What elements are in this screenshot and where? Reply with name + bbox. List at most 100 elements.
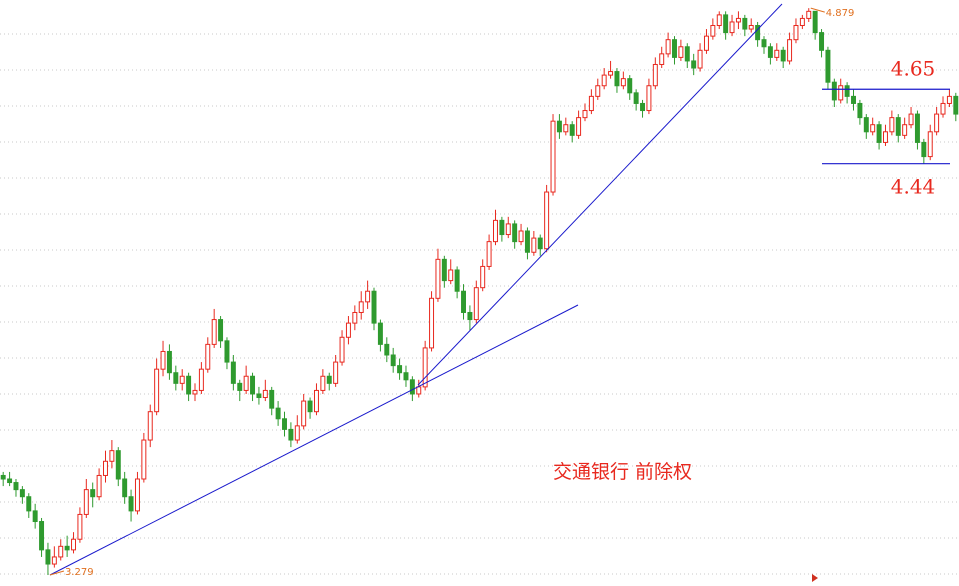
- candle-body: [288, 428, 294, 441]
- candle-body: [134, 478, 140, 512]
- candle-body: [39, 521, 45, 551]
- candle-body: [755, 25, 761, 41]
- candle-body: [921, 141, 927, 158]
- candle-body: [83, 489, 89, 515]
- candle-body: [812, 10, 818, 34]
- candle-body: [825, 49, 831, 83]
- candle-body: [275, 407, 281, 420]
- candle-body: [147, 411, 153, 441]
- candle-body: [627, 78, 633, 94]
- candle-body: [723, 14, 729, 34]
- candle-body: [109, 450, 115, 462]
- candle-body: [588, 95, 594, 112]
- candle-body: [122, 478, 128, 498]
- candle-body: [927, 131, 933, 158]
- candle-body: [882, 131, 888, 143]
- candle-body: [946, 95, 952, 104]
- candle-body: [646, 85, 652, 112]
- candle-body: [473, 287, 479, 321]
- candle-body: [550, 120, 556, 193]
- candle-body: [77, 513, 83, 540]
- candle-body: [556, 120, 562, 133]
- candle-body: [256, 393, 262, 399]
- candle-body: [697, 49, 703, 69]
- candle-body: [633, 92, 639, 104]
- candle-body: [569, 124, 575, 136]
- candle-body: [454, 269, 460, 292]
- candle-body: [857, 102, 863, 119]
- candle-body: [19, 489, 25, 498]
- candle-body: [678, 46, 684, 58]
- candle-body: [358, 301, 364, 313]
- candle-body: [703, 35, 709, 51]
- level-label: 4.44: [891, 175, 936, 199]
- candle-body: [652, 63, 658, 87]
- candle-body: [390, 354, 396, 367]
- candle-body: [422, 347, 428, 388]
- candle-body: [774, 49, 780, 58]
- level-label: 4.65: [891, 56, 936, 80]
- candle-body: [537, 237, 543, 250]
- candle-body: [192, 389, 198, 395]
- candle-body: [870, 124, 876, 133]
- candle-body: [934, 113, 940, 133]
- candle-body: [429, 297, 435, 349]
- candle-body: [524, 230, 530, 253]
- candle-body: [7, 478, 13, 484]
- candle-body: [96, 474, 102, 498]
- candle-body: [851, 95, 856, 104]
- candle-body: [889, 117, 895, 133]
- candle-body: [230, 361, 236, 384]
- candle-body: [352, 311, 358, 324]
- candle-body: [13, 482, 19, 491]
- candle-body: [186, 375, 192, 395]
- candle-body: [601, 74, 607, 87]
- candle-body: [780, 49, 786, 62]
- candle-body: [211, 319, 217, 345]
- candle-body: [895, 117, 901, 136]
- candle-body: [493, 219, 498, 243]
- candle-body: [518, 230, 524, 243]
- candle-body: [953, 95, 959, 115]
- candle-body: [531, 237, 537, 253]
- candle-body: [365, 290, 371, 303]
- extreme-arrow: [810, 7, 825, 13]
- candle-body: [614, 71, 620, 87]
- candle-body: [320, 375, 326, 391]
- candle-body: [691, 60, 697, 69]
- candle-body: [582, 110, 588, 119]
- chart-title: 交通银行 前除权: [553, 461, 692, 483]
- candle-body: [51, 556, 57, 565]
- candle-body: [397, 365, 403, 374]
- candle-body: [403, 372, 409, 381]
- candle-body: [416, 386, 422, 395]
- candle-body: [333, 361, 339, 384]
- candle-body: [141, 439, 147, 480]
- candle-body: [672, 39, 677, 58]
- candle-body: [326, 375, 332, 384]
- candle-body: [269, 389, 275, 409]
- candle-body: [793, 25, 799, 41]
- candle-body: [115, 450, 121, 480]
- candle-body: [173, 372, 179, 384]
- trend-line: [417, 3, 783, 386]
- candle-body: [224, 340, 230, 363]
- candle-body: [160, 350, 166, 370]
- candle-body: [45, 549, 51, 565]
- extreme-arrow: [49, 570, 65, 576]
- candle-body: [237, 382, 243, 391]
- candle-body: [608, 71, 614, 76]
- candle-body: [716, 14, 722, 27]
- candle-body: [940, 102, 946, 115]
- extreme-label: 3.279: [65, 567, 94, 578]
- candle-body: [863, 117, 869, 133]
- candle-body: [659, 53, 665, 65]
- candle-body: [729, 21, 735, 34]
- candle-body: [761, 39, 767, 48]
- candle-body: [831, 81, 837, 101]
- candle-body: [620, 78, 626, 87]
- candle-body: [787, 39, 793, 62]
- candle-body: [838, 85, 844, 101]
- candle-body: [499, 219, 505, 236]
